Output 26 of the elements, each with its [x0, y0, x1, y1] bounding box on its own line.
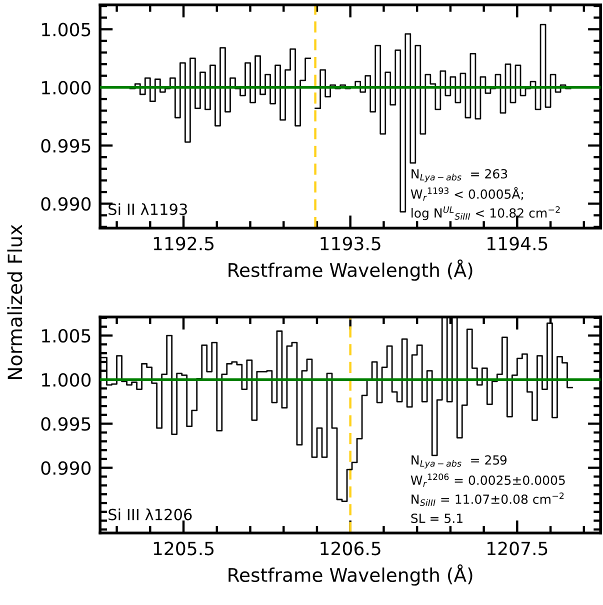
annotation: SL = 5.1 — [411, 514, 462, 524]
y-tick-label: 1.000 — [42, 373, 91, 387]
x-axis-title: Restframe Wavelength (Å) — [228, 564, 472, 586]
annotation: log N$^{UL}$$_{SiIII}$ < 10.82 cm$^{−2}$ — [412, 206, 560, 220]
annotation: W$_{r}$$^{1193}$ < 0.0005Å; — [410, 187, 524, 201]
x-tick-label: 1207.5 — [488, 542, 548, 556]
y-tick-label: 1.000 — [42, 80, 91, 95]
x-tick-label: 1206.5 — [320, 542, 380, 556]
x-tick-label: 1193.5 — [320, 236, 380, 250]
annotation: W$_{r}$$^{1206}$ = 0.0025±0.0005 — [410, 474, 565, 487]
x-axis-title: Restframe Wavelength (Å) — [228, 259, 472, 281]
annotation: Si II λ1193 — [108, 203, 187, 216]
y-tick-label: 0.995 — [41, 138, 90, 153]
annotation: N$_{Lya−abs}$ = 263 — [412, 169, 508, 182]
x-tick-label: 1194.5 — [488, 236, 548, 250]
y-tick-label: 0.995 — [41, 417, 90, 431]
annotation: N$_{Lya−abs}$ = 259 — [412, 455, 507, 468]
x-tick-label: 1205.5 — [154, 542, 214, 556]
annotation: N$_{SiIII}$ = 11.07±0.08 cm$^{−2}$ — [412, 492, 564, 506]
y-tick-label: 0.990 — [41, 197, 91, 211]
x-tick-label: 1192.5 — [154, 236, 214, 250]
y-tick-label: 1.005 — [42, 328, 90, 343]
y-tick-label: 1.005 — [42, 22, 90, 36]
annotation: Si III λ1206 — [108, 508, 192, 520]
y-tick-label: 0.990 — [41, 461, 91, 475]
y-axis-title: Normalized Flux — [7, 224, 22, 380]
